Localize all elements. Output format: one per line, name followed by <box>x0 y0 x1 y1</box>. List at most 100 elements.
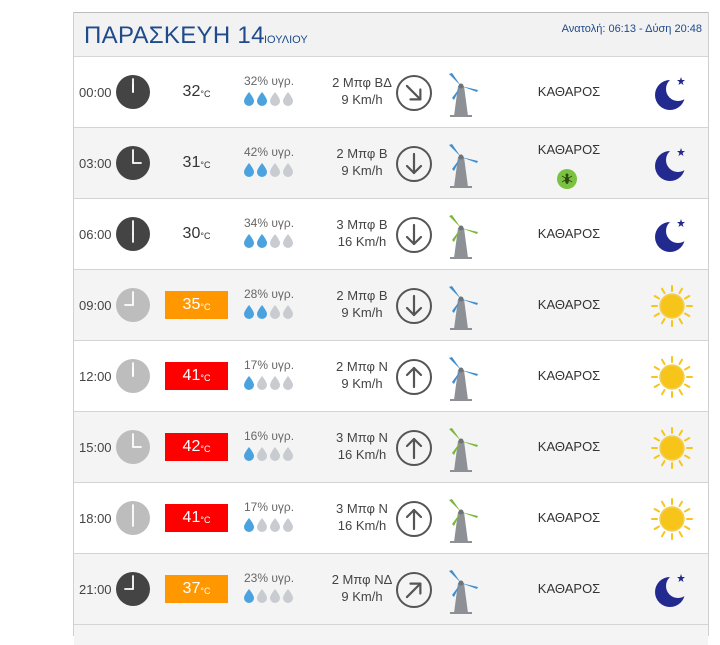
sun-icon <box>651 285 693 327</box>
wind-direction-arrow-icon <box>396 146 432 182</box>
temperature-unit: °C <box>200 586 211 596</box>
temperature: 32°C <box>165 78 228 106</box>
humidity-label: 17% υγρ. <box>244 358 295 372</box>
wind-speed: 16 Km/h <box>337 518 387 533</box>
temperature: 41°C <box>165 504 228 532</box>
humidity-drops-icon <box>244 589 293 603</box>
condition-label: ΚΑΘΑΡΟΣ <box>537 226 601 241</box>
temperature-unit: °C <box>200 373 211 383</box>
condition-label: ΚΑΘΑΡΟΣ <box>537 510 601 525</box>
wind-speed: 16 Km/h <box>337 447 387 462</box>
condition-label: ΚΑΘΑΡΟΣ <box>537 84 601 99</box>
humidity-label: 42% υγρ. <box>244 145 295 159</box>
wind-speed: 9 Km/h <box>341 376 383 391</box>
wind-info: 2 Μπφ ΝΔ 9 Km/h <box>302 571 422 605</box>
clock-icon <box>116 146 150 180</box>
hour-label: 15:00 <box>79 440 112 455</box>
condition-label: ΚΑΘΑΡΟΣ <box>537 368 601 383</box>
temperature-unit: °C <box>200 160 211 170</box>
wind-speed: 9 Km/h <box>341 163 383 178</box>
wind-direction-arrow-icon <box>396 430 432 466</box>
condition-label: ΚΑΘΑΡΟΣ <box>537 297 601 312</box>
humidity-drops-icon <box>244 376 293 390</box>
wind-turbine-icon <box>449 215 478 259</box>
temperature-unit: °C <box>200 302 211 312</box>
sunrise-sunset: Ανατολή: 06:13 - Δύση 20:48 <box>561 23 702 35</box>
wind-turbine-icon <box>449 144 478 188</box>
hour-label: 03:00 <box>79 156 112 171</box>
temperature-value: 41 <box>182 367 201 384</box>
humidity-label: 32% υγρ. <box>244 74 295 88</box>
sun-icon <box>651 427 693 469</box>
wind-beaufort: 3 Μπφ Β <box>336 217 388 232</box>
forecast-row: 03:00 31°C 42% υγρ. 2 Μπφ Β 9 Km/h ΚΑΘΑΡΟΣ <box>74 128 708 199</box>
wind-info: 3 Μπφ Ν 16 Km/h <box>302 429 422 463</box>
forecast-row: 12:00 41°C 17% υγρ. 2 Μπφ Ν 9 Km/h ΚΑΘΑΡΟΣ <box>74 341 708 412</box>
wind-beaufort: 2 Μπφ Β <box>336 288 388 303</box>
temperature-value: 42 <box>182 438 201 455</box>
moon-icon <box>655 574 690 607</box>
wind-beaufort: 2 Μπφ ΝΔ <box>331 572 393 587</box>
clock-icon <box>116 217 150 251</box>
temperature: 31°C <box>165 149 228 177</box>
condition-label: ΚΑΘΑΡΟΣ <box>537 142 601 157</box>
wind-direction-arrow-icon <box>396 288 432 324</box>
temperature: 35°C <box>165 291 228 319</box>
hour-label: 21:00 <box>79 582 112 597</box>
humidity-drops-icon <box>244 518 293 532</box>
wind-beaufort: 2 Μπφ Β <box>336 146 388 161</box>
humidity-drops-icon <box>244 305 293 319</box>
clock-icon <box>116 288 150 322</box>
wind-speed: 9 Km/h <box>341 305 383 320</box>
moon-icon <box>655 148 690 181</box>
wind-info: 3 Μπφ Ν 16 Km/h <box>302 500 422 534</box>
temperature-unit: °C <box>200 231 211 241</box>
clock-icon <box>116 75 150 109</box>
humidity-label: 17% υγρ. <box>244 500 295 514</box>
wind-beaufort: 2 Μπφ Ν <box>336 359 388 374</box>
wind-speed: 16 Km/h <box>337 234 387 249</box>
sun-icon <box>651 498 693 540</box>
wind-direction-arrow-icon <box>396 572 432 608</box>
temperature-unit: °C <box>200 444 211 454</box>
temperature-value: 41 <box>182 509 201 526</box>
temperature-value: 32 <box>182 83 201 100</box>
wind-beaufort: 3 Μπφ Ν <box>336 501 388 516</box>
temperature-unit: °C <box>200 515 211 525</box>
forecast-panel: ΠΑΡΑΣΚΕΥΗ 14 ΙΟΥΛΙΟΥ Ανατολή: 06:13 - Δύ… <box>73 12 709 645</box>
temperature: 30°C <box>165 220 228 248</box>
temperature-value: 35 <box>182 296 201 313</box>
wind-speed: 9 Km/h <box>341 589 383 604</box>
mosquito-icon <box>557 169 577 189</box>
wind-turbine-icon <box>449 357 478 401</box>
forecast-row: 15:00 42°C 16% υγρ. 3 Μπφ Ν 16 Km/h ΚΑΘΑΡΟΣ <box>74 412 708 483</box>
wind-direction-arrow-icon <box>396 501 432 537</box>
humidity-label: 28% υγρ. <box>244 287 295 301</box>
hour-label: 18:00 <box>79 511 112 526</box>
condition-label: ΚΑΘΑΡΟΣ <box>537 439 601 454</box>
wind-info: 2 Μπφ Β 9 Km/h <box>302 145 422 179</box>
clock-icon <box>116 359 150 393</box>
temperature-unit: °C <box>200 89 211 99</box>
humidity-drops-icon <box>244 92 293 106</box>
day-header: ΠΑΡΑΣΚΕΥΗ 14 ΙΟΥΛΙΟΥ Ανατολή: 06:13 - Δύ… <box>74 12 708 57</box>
wind-beaufort: 2 Μπφ ΒΔ <box>332 75 392 90</box>
clock-icon <box>116 430 150 464</box>
hour-label: 00:00 <box>79 85 112 100</box>
hour-label: 12:00 <box>79 369 112 384</box>
clock-icon <box>116 501 150 535</box>
humidity-drops-icon <box>244 163 293 177</box>
humidity-drops-icon <box>244 447 293 461</box>
wind-beaufort: 3 Μπφ Ν <box>336 430 388 445</box>
wind-direction-arrow-icon <box>396 75 432 111</box>
forecast-row: 09:00 35°C 28% υγρ. 2 Μπφ Β 9 Km/h ΚΑΘΑΡΟΣ <box>74 270 708 341</box>
wind-info: 2 Μπφ ΒΔ 9 Km/h <box>302 74 422 108</box>
wind-turbine-icon <box>449 499 478 543</box>
forecast-row: 06:00 30°C 34% υγρ. 3 Μπφ Β 16 Km/h ΚΑΘΑΡΟΣ <box>74 199 708 270</box>
clock-icon <box>116 572 150 606</box>
wind-turbine-icon <box>449 428 478 472</box>
sun-icon <box>651 356 693 398</box>
next-row-divider <box>74 625 708 645</box>
wind-turbine-icon <box>449 73 478 117</box>
humidity-label: 34% υγρ. <box>244 216 295 230</box>
